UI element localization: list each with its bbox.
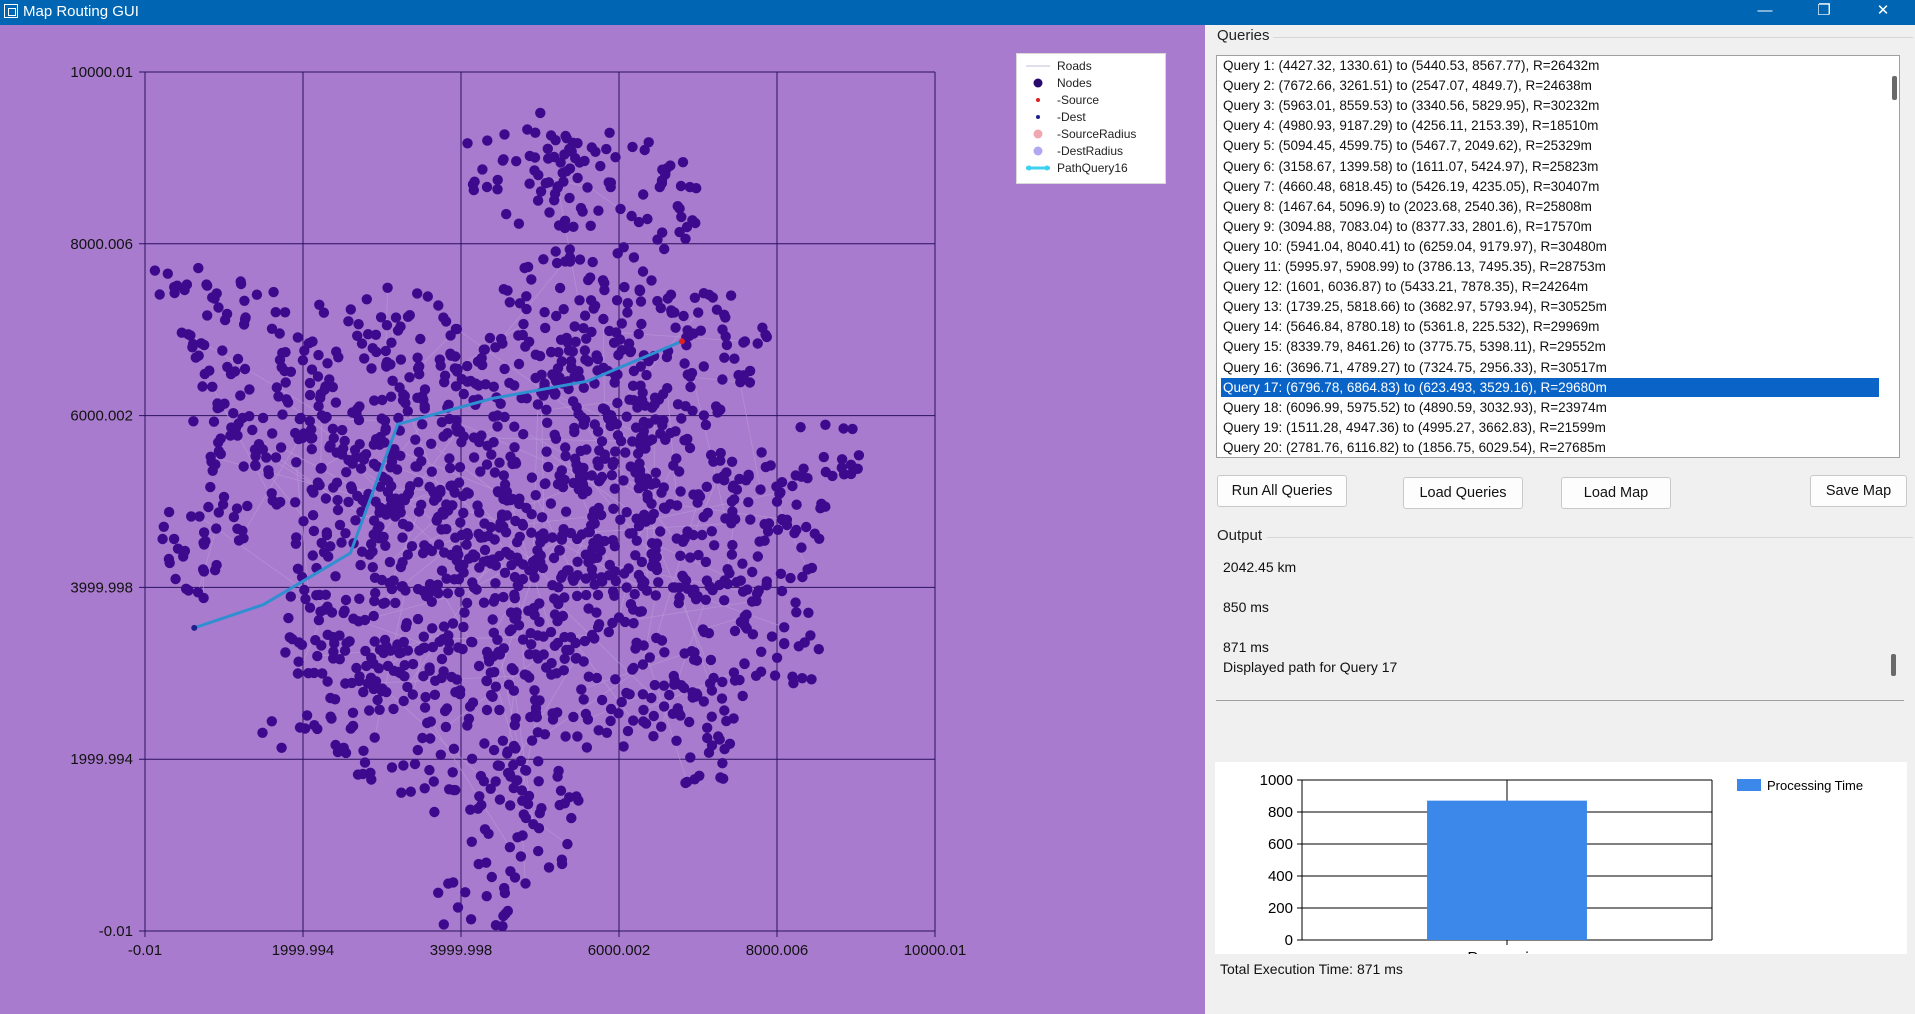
y-tick-label: -0.01 [99,923,133,940]
query-list-item[interactable]: Query 1: (4427.32, 1330.61) to (5440.53,… [1223,58,1600,73]
query-list-item[interactable]: Query 11: (5995.97, 5908.99) to (3786.13… [1223,259,1606,274]
query-list-item[interactable]: Query 18: (6096.99, 5975.52) to (4890.59… [1223,399,1607,415]
query-list-item[interactable]: Query 10: (5941.04, 8040.41) to (6259.04… [1223,238,1607,254]
legend-symbol-icon [1033,129,1043,139]
chart-x-tick-label: Processing [1467,950,1546,954]
chart-y-tick-label: 0 [1285,932,1293,949]
query-list-item[interactable]: Query 15: (8339.79, 8461.26) to (3775.75… [1223,339,1606,355]
query-list-item[interactable]: Query 7: (4660.48, 6818.45) to (5426.19,… [1223,178,1600,194]
chart-legend-swatch [1737,779,1761,791]
legend-item: -Source [1017,91,1167,108]
output-textbox[interactable]: 2042.45 km 850 ms 871 ms Displayed path for… [1216,551,1904,701]
query-list-item[interactable]: Query 13: (1739.25, 5818.66) to (3682.97… [1223,299,1607,315]
axis-tick-labels: -0.01 1999.994 3999.998 6000.002 8000.006 100… [70,64,966,959]
query-list-item[interactable]: Query 12: (1601, 6036.87) to (5433.21, 7… [1223,279,1589,295]
query-list-item[interactable]: Query 14: (5646.84, 8780.18) to (5361.8,… [1223,319,1600,335]
chart-y-tick-label: 800 [1268,804,1293,821]
legend-symbol-icon [1033,146,1043,156]
legend-item: -Dest [1017,108,1167,125]
y-tick-label: 8000.006 [70,236,133,253]
source-point [678,338,685,345]
output-scrollbar[interactable] [1891,654,1896,676]
chart-y-tick-label: 1000 [1260,772,1293,789]
map-plot[interactable]: -0.01 1999.994 3999.998 6000.002 8000.006 100… [0,25,1205,1014]
query-list-item[interactable]: Query 8: (1467.64, 5096.9) to (2023.68, … [1223,198,1592,214]
legend-item: Nodes [1017,74,1167,91]
output-line: Displayed path for Query 17 [1223,659,1398,675]
y-tick-label: 10000.01 [70,64,133,81]
output-group-divider [1267,537,1913,538]
legend-item: Roads [1017,57,1167,74]
chart-y-tick-label: 600 [1268,836,1293,853]
query-list-item[interactable]: Query 9: (3094.88, 7083.04) to (8377.33,… [1223,218,1592,234]
query-list-item[interactable]: Query 6: (3158.67, 1399.58) to (1611.07,… [1223,158,1599,174]
y-tick-label: 6000.002 [70,408,133,425]
queries-group-label: Queries [1217,27,1270,44]
chart-legend-label: Processing Time [1767,778,1863,793]
run-all-queries-button[interactable]: Run All Queries [1217,475,1347,507]
query-path-line [193,339,683,630]
legend-label: -DestRadius [1057,144,1124,158]
save-map-button[interactable]: Save Map [1810,475,1907,507]
query-list-item[interactable]: Query 4: (4980.93, 9187.29) to (4256.11,… [1223,118,1599,134]
window-title: Map Routing GUI [23,3,139,20]
queries-group-divider [1273,37,1913,38]
x-tick-label: 6000.002 [588,942,651,959]
legend-label: -SourceRadius [1057,127,1137,141]
legend-label: PathQuery16 [1057,161,1128,175]
total-execution-time: Total Execution Time: 871 ms [1220,961,1403,977]
chart-plot: 0 200 400 600 800 1000 Processing Processing Ti… [1260,772,1863,954]
queries-listbox[interactable]: Query 1: (4427.32, 1330.61) to (5440.53,… [1216,55,1900,458]
dest-point [191,624,198,631]
legend-item: PathQuery16 [1017,159,1167,176]
query-list-item[interactable]: Query 17: (6796.78, 6864.83) to (623.493… [1221,377,1879,397]
x-tick-label: 1999.994 [272,942,335,959]
load-queries-button[interactable]: Load Queries [1403,477,1523,509]
query-list-item[interactable]: Query 16: (3696.71, 4789.27) to (7324.75… [1223,359,1607,375]
legend-label: -Dest [1057,110,1086,124]
legend-item: -DestRadius [1017,142,1167,159]
query-list-item[interactable]: Query 19: (1511.28, 4947.36) to (4995.27… [1223,419,1606,435]
legend-symbol-icon [1036,98,1040,102]
legend-symbol-icon [1026,65,1050,67]
load-map-button[interactable]: Load Map [1561,477,1671,509]
chart-y-tick-label: 400 [1268,868,1293,885]
legend-item: -SourceRadius [1017,125,1167,142]
legend-symbol-icon [1026,165,1050,171]
path-layer [191,338,685,631]
chart-bar [1427,800,1587,940]
output-line: 850 ms [1223,599,1269,615]
query-list-item[interactable]: Query 2: (7672.66, 3261.51) to (2547.07,… [1223,78,1592,94]
close-button[interactable]: ✕ [1876,2,1890,19]
minimize-button[interactable]: — [1757,2,1773,19]
query-list-item[interactable]: Query 20: (2781.76, 6116.82) to (1856.75… [1223,439,1606,455]
chart-y-tick-label: 200 [1268,900,1293,917]
legend-symbol-icon [1033,78,1043,88]
x-tick-label: -0.01 [128,942,162,959]
x-tick-label: 3999.998 [430,942,493,959]
title-bar: Map Routing GUI — ❐ ✕ [0,0,1915,25]
x-tick-label: 8000.006 [746,942,809,959]
nodes-layer [149,107,865,932]
query-list-item[interactable]: Query 3: (5963.01, 8559.53) to (3340.56,… [1223,98,1600,114]
output-line: 871 ms [1223,639,1269,655]
output-line: 2042.45 km [1223,559,1297,575]
legend-symbol-icon [1036,115,1040,119]
legend-label: Nodes [1057,76,1092,90]
output-group-label: Output [1217,527,1263,544]
map-legend: Roads Nodes -Source -Dest -SourceRadius -Dest… [1016,53,1166,184]
y-tick-label: 3999.998 [70,579,133,596]
app-window-icon [4,4,18,18]
y-tick-label: 1999.994 [70,751,133,768]
query-list-item[interactable]: Query 5: (5094.45, 4599.75) to (5467.7, … [1223,138,1592,154]
legend-label: -Source [1057,93,1100,107]
control-panel: Queries Query 1: (4427.32, 1330.61) to (… [1205,25,1915,1014]
x-tick-label: 10000.01 [904,942,967,959]
map-view[interactable]: -0.01 1999.994 3999.998 6000.002 8000.006 100… [0,25,1205,1014]
legend-label: Roads [1057,59,1092,73]
processing-time-chart: 0 200 400 600 800 1000 Processing Processing Ti… [1215,762,1907,954]
queries-scrollbar[interactable] [1892,76,1897,100]
maximize-button[interactable]: ❐ [1817,2,1831,19]
